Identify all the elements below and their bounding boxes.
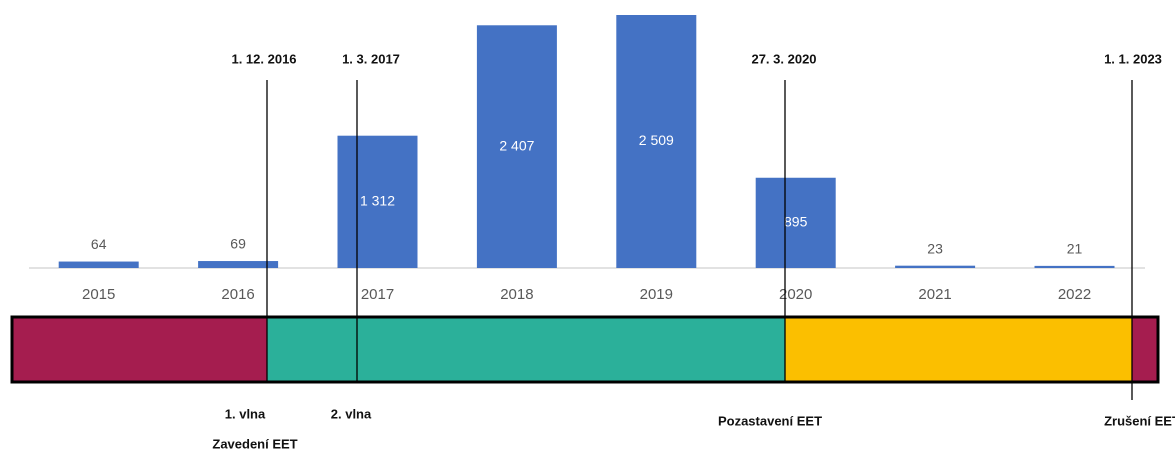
event-label: Zrušení EET — [1104, 413, 1175, 428]
phase-before — [12, 317, 267, 382]
bar — [198, 261, 279, 268]
event-date: 1. 12. 2016 — [231, 51, 296, 66]
phase-active — [267, 317, 785, 382]
bar — [58, 261, 139, 268]
x-tick-label: 2018 — [500, 286, 533, 303]
x-tick-label: 2016 — [221, 286, 254, 303]
value-label: 895 — [784, 214, 808, 230]
x-tick-label: 2015 — [82, 286, 115, 303]
bar — [1034, 265, 1115, 268]
bar — [476, 25, 557, 269]
event-label: 1. vlna — [225, 406, 266, 421]
value-label: 23 — [927, 240, 943, 256]
event-date: 1. 3. 2017 — [342, 51, 400, 66]
x-tick-label: 2020 — [779, 286, 812, 303]
phase-suspended — [785, 317, 1132, 382]
x-tick-label: 2022 — [1058, 286, 1091, 303]
timeline — [10, 315, 1160, 384]
value-label: 21 — [1067, 241, 1083, 257]
x-tick-label: 2017 — [361, 286, 394, 303]
value-label: 69 — [230, 236, 246, 252]
event-label: Pozastavení EET — [718, 413, 822, 428]
timeline-frame — [10, 315, 1160, 384]
x-tick-label: 2021 — [918, 286, 951, 303]
event-label: 2. vlna — [331, 406, 372, 421]
event-date: 1. 1. 2023 — [1104, 51, 1162, 66]
value-label: 1 312 — [360, 193, 395, 209]
event-date: 27. 3. 2020 — [751, 51, 816, 66]
bar — [337, 135, 418, 268]
value-label: 2 407 — [499, 137, 534, 153]
phase-abolished — [1132, 317, 1158, 382]
bar — [755, 177, 836, 268]
x-tick-label: 2019 — [640, 286, 673, 303]
event-label: Zavedení EET — [212, 436, 297, 451]
bar — [616, 15, 697, 268]
value-label: 2 509 — [639, 132, 674, 148]
bar — [895, 265, 976, 268]
value-label: 64 — [91, 236, 107, 252]
